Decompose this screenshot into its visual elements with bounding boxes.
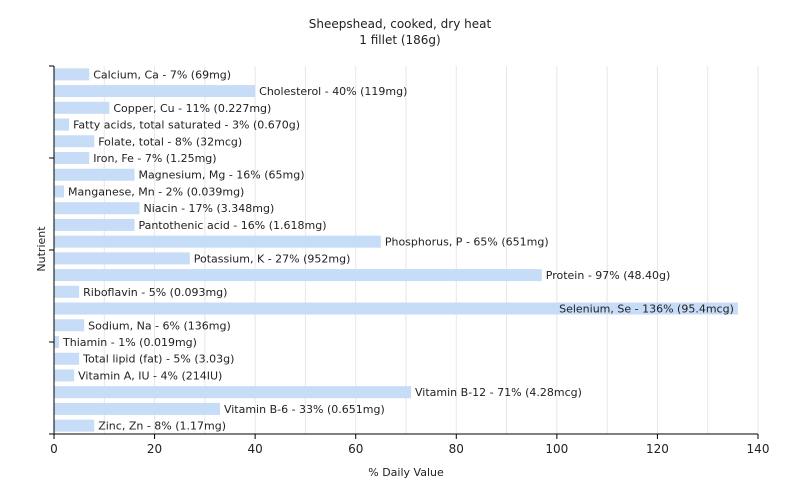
bar-label: Cholesterol - 40% (119mg) <box>259 85 407 98</box>
bar-label: Potassium, K - 27% (952mg) <box>194 252 351 265</box>
bar-label: Vitamin A, IU - 4% (214IU) <box>78 369 222 382</box>
bar <box>54 269 542 282</box>
bar-label: Copper, Cu - 11% (0.227mg) <box>113 102 271 115</box>
x-axis-ticks: 0 20 40 60 80 100 120 140 <box>50 434 769 456</box>
x-tick-label: 20 <box>147 442 162 456</box>
bar <box>54 218 135 231</box>
bar-label: Folate, total - 8% (32mcg) <box>98 135 242 148</box>
bar <box>54 352 80 365</box>
chart-title: Sheepshead, cooked, dry heat <box>309 17 492 31</box>
bar-label: Niacin - 17% (3.348mg) <box>143 202 274 215</box>
x-tick-label: 40 <box>248 442 263 456</box>
bar <box>54 202 140 215</box>
bar-label: Iron, Fe - 7% (1.25mg) <box>93 152 216 165</box>
bar <box>54 68 90 81</box>
bar-label: Protein - 97% (48.40g) <box>546 269 671 282</box>
bar-label: Sodium, Na - 6% (136mg) <box>88 319 231 332</box>
bar-label: Vitamin B-12 - 71% (4.28mcg) <box>415 386 582 399</box>
bar <box>54 185 65 198</box>
bar <box>54 336 60 348</box>
bar <box>54 118 70 131</box>
bar-label: Total lipid (fat) - 5% (3.03g) <box>82 353 234 366</box>
bar <box>54 235 381 248</box>
bar-label: Fatty acids, total saturated - 3% (0.670… <box>73 119 300 132</box>
bar-labels: Calcium, Ca - 7% (69mg) Cholesterol - 40%… <box>62 68 734 432</box>
bar-label: Selenium, Se - 136% (95.4mcg) <box>559 303 734 316</box>
x-axis-title: % Daily Value <box>368 466 444 479</box>
bar <box>54 168 135 181</box>
bar-label: Riboflavin - 5% (0.093mg) <box>83 286 227 299</box>
grid-lines <box>103 66 759 434</box>
bar <box>54 252 190 265</box>
x-tick-label: 60 <box>348 442 363 456</box>
y-axis-title: Nutrient <box>35 226 48 272</box>
bar <box>54 386 412 399</box>
bar <box>54 152 90 164</box>
chart-subtitle: 1 fillet (186g) <box>359 33 440 47</box>
bar-label: Thiamin - 1% (0.019mg) <box>62 336 197 349</box>
bar <box>54 285 80 298</box>
bar <box>54 319 85 332</box>
y-axis-ticks <box>49 65 54 435</box>
x-tick-label: 80 <box>449 442 464 456</box>
bar <box>54 101 110 114</box>
bar-label: Calcium, Ca - 7% (69mg) <box>93 68 231 81</box>
bar-label: Pantothenic acid - 16% (1.618mg) <box>138 219 326 232</box>
bar-label: Phosphorus, P - 65% (651mg) <box>385 236 549 249</box>
bar <box>54 402 220 415</box>
bar <box>54 419 95 432</box>
x-tick-label: 140 <box>747 442 770 456</box>
bar-label: Vitamin B-6 - 33% (0.651mg) <box>224 403 385 416</box>
x-tick-label: 120 <box>646 442 669 456</box>
bar <box>54 135 95 148</box>
bars <box>54 68 738 432</box>
bar <box>54 85 256 98</box>
bar-label: Manganese, Mn - 2% (0.039mg) <box>68 185 244 198</box>
bar-label: Magnesium, Mg - 16% (65mg) <box>138 169 304 182</box>
bar <box>54 369 75 382</box>
bar-label: Zinc, Zn - 8% (1.17mg) <box>98 420 226 433</box>
x-tick-label: 100 <box>545 442 568 456</box>
x-tick-label: 0 <box>50 442 58 456</box>
bar <box>54 302 738 315</box>
